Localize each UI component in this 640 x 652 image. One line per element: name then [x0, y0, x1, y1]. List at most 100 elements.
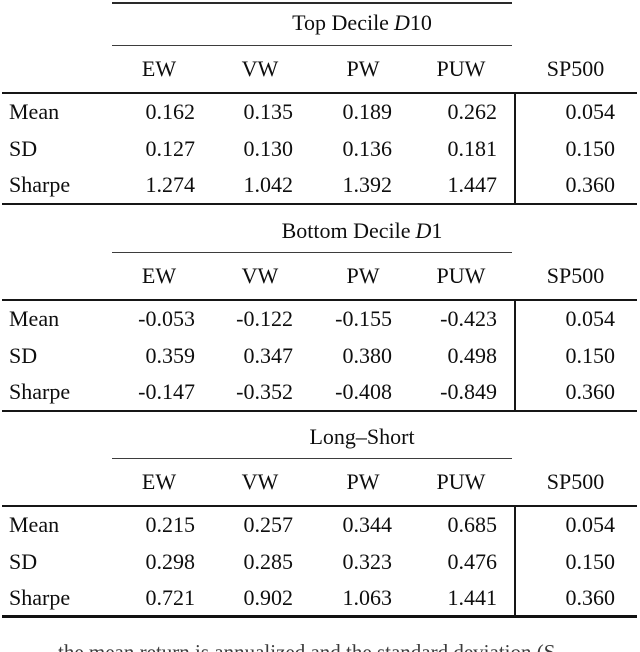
cell-value: 1.063 — [296, 580, 395, 618]
row-label: Mean — [2, 92, 104, 130]
table-row: Sharpe 1.274 1.042 1.392 1.447 0.360 — [2, 167, 637, 205]
cell-value: 0.360 — [514, 580, 637, 618]
column-header-sp500: SP500 — [546, 263, 605, 288]
row-label: Sharpe — [2, 374, 104, 412]
panel-title-row: Top Decile D10 — [104, 0, 637, 46]
cell-value: 0.476 — [447, 548, 498, 574]
panel-title-text: Bottom Decile — [281, 218, 411, 243]
header-spacer — [2, 459, 104, 505]
table-row: SD 0.359 0.347 0.380 0.498 0.150 — [2, 337, 637, 374]
cell-value: -0.053 — [104, 299, 198, 337]
row-label: SD — [9, 548, 38, 574]
cell-value: 0.360 — [514, 374, 637, 412]
panel-title-math-var: D — [393, 10, 410, 35]
panel-title-text: Long–Short — [309, 424, 415, 449]
column-header-sp500: SP500 — [546, 56, 605, 81]
panel-title: Top Decile D10 — [292, 10, 432, 36]
column-header-pw: PW — [346, 263, 380, 288]
column-header-pw: PW — [346, 56, 380, 81]
panel-title-math-num: 10 — [409, 10, 432, 35]
column-header-sp500: SP500 — [546, 469, 605, 494]
panel-title: Bottom Decile D1 — [282, 218, 443, 244]
panel-top-decile: Top Decile D10 EW VW PW PUW SP500 Mean 0.… — [2, 0, 637, 205]
panel-title-row: Bottom Decile D1 — [104, 209, 637, 253]
cell-value: 0.685 — [395, 505, 514, 543]
cell-value: 0.150 — [514, 130, 637, 167]
cell-value: 0.150 — [514, 543, 637, 580]
cell-value: -0.352 — [198, 374, 296, 412]
panel-title-text: Top Decile — [292, 10, 389, 35]
column-header-ew: EW — [141, 263, 177, 288]
cell-value: 0.135 — [198, 92, 296, 130]
panel-title-row: Long–Short — [104, 415, 637, 459]
table-row: Sharpe 0.721 0.902 1.063 1.441 0.360 — [2, 580, 637, 618]
cell-value: 0.359 — [145, 342, 196, 368]
row-label: SD — [9, 342, 38, 368]
cell-value: 0.344 — [296, 505, 395, 543]
cell-value: 0.189 — [296, 92, 395, 130]
column-header-ew: EW — [141, 469, 177, 494]
table-row: SD 0.127 0.130 0.136 0.181 0.150 — [2, 130, 637, 167]
top-rule — [112, 2, 512, 4]
column-header-vw: VW — [241, 56, 279, 81]
column-headers: EW VW PW PUW SP500 — [2, 459, 637, 505]
column-header-ew: EW — [141, 56, 177, 81]
cell-value: 0.054 — [514, 299, 637, 337]
cell-value: 0.054 — [514, 505, 637, 543]
table-row: Mean 0.162 0.135 0.189 0.262 0.054 — [2, 92, 637, 130]
cell-value: 0.323 — [342, 548, 393, 574]
cell-value: 0.285 — [243, 548, 294, 574]
column-headers: EW VW PW PUW SP500 — [2, 253, 637, 299]
row-label: Mean — [2, 505, 104, 543]
cell-value: 0.162 — [104, 92, 198, 130]
cell-value: -0.408 — [296, 374, 395, 412]
panel-title-math-var: D — [415, 218, 432, 243]
table-row: Mean -0.053 -0.122 -0.155 -0.423 0.054 — [2, 299, 637, 337]
cell-value: 0.902 — [198, 580, 296, 618]
cell-value: 0.130 — [243, 135, 294, 161]
cell-value: -0.849 — [395, 374, 514, 412]
cell-value: 0.257 — [198, 505, 296, 543]
cell-value: 0.150 — [514, 337, 637, 374]
panel-title-math-num: 1 — [431, 218, 443, 243]
cell-value: -0.122 — [198, 299, 296, 337]
row-label: Sharpe — [2, 167, 104, 205]
cell-value: 1.392 — [296, 167, 395, 205]
panel-long-short: Long–Short EW VW PW PUW SP500 Mean 0.215… — [2, 415, 637, 618]
caption-fragment: the mean return is annualized and the st… — [58, 640, 556, 652]
column-header-vw: VW — [241, 263, 279, 288]
cell-value: 0.181 — [447, 135, 498, 161]
table-row: SD 0.298 0.285 0.323 0.476 0.150 — [2, 543, 637, 580]
column-header-pw: PW — [346, 469, 380, 494]
panel-title: Long–Short — [309, 424, 414, 450]
cell-value: -0.155 — [296, 299, 395, 337]
column-header-puw: PUW — [436, 56, 486, 81]
column-header-vw: VW — [241, 469, 279, 494]
column-header-puw: PUW — [436, 469, 486, 494]
cell-value: 0.721 — [104, 580, 198, 618]
header-spacer — [2, 46, 104, 92]
cell-value: 1.441 — [395, 580, 514, 618]
header-spacer — [2, 253, 104, 299]
row-label: Mean — [2, 299, 104, 337]
table-row: Mean 0.215 0.257 0.344 0.685 0.054 — [2, 505, 637, 543]
cell-value: 0.262 — [395, 92, 514, 130]
cell-value: 0.380 — [342, 342, 393, 368]
cell-value: 0.127 — [145, 135, 196, 161]
cell-value: 0.136 — [342, 135, 393, 161]
cell-value: 1.042 — [198, 167, 296, 205]
cell-value: 0.298 — [145, 548, 196, 574]
table-row: Sharpe -0.147 -0.352 -0.408 -0.849 0.360 — [2, 374, 637, 412]
cell-value: 0.054 — [514, 92, 637, 130]
cell-value: 0.215 — [104, 505, 198, 543]
cell-value: -0.423 — [395, 299, 514, 337]
column-header-puw: PUW — [436, 263, 486, 288]
cell-value: -0.147 — [104, 374, 198, 412]
cell-value: 0.347 — [243, 342, 294, 368]
cell-value: 0.360 — [514, 167, 637, 205]
row-label: Sharpe — [2, 580, 104, 618]
panel-bottom-decile: Bottom Decile D1 EW VW PW PUW SP500 Mean … — [2, 209, 637, 412]
row-label: SD — [9, 135, 38, 161]
column-headers: EW VW PW PUW SP500 — [2, 46, 637, 92]
